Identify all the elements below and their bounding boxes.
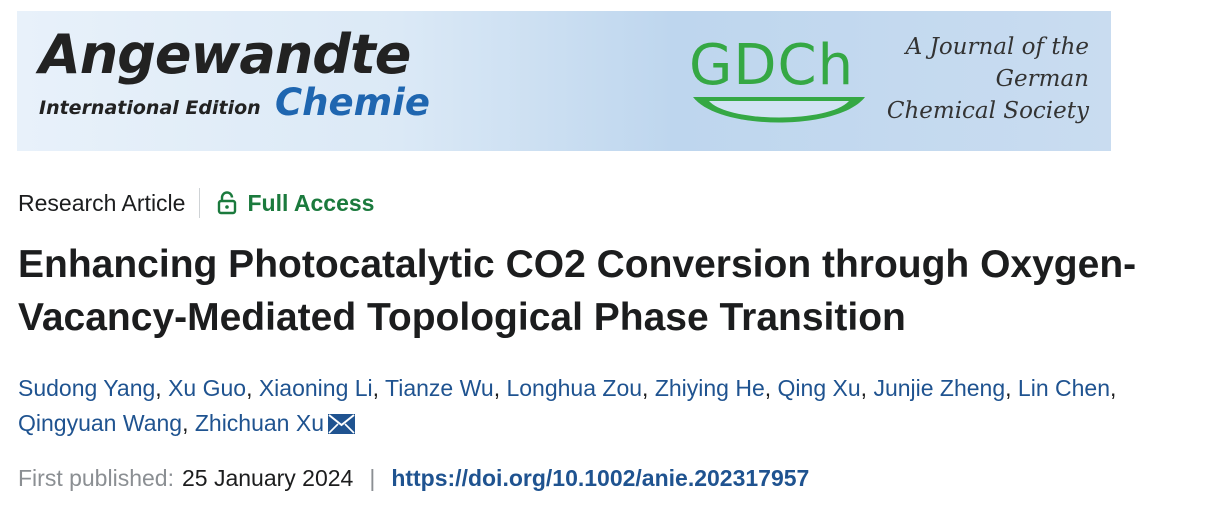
gdch-arc-icon	[693, 97, 865, 123]
publication-separator: |	[369, 465, 376, 491]
author-separator: ,	[372, 375, 380, 401]
journal-logo-subtitle: International Edition	[39, 97, 261, 119]
lock-open-icon	[217, 191, 237, 215]
author-link[interactable]: Longhua Zou	[506, 375, 643, 401]
society-tagline-line: A Journal of the	[905, 34, 1089, 60]
gdch-logo: GDCh	[689, 33, 869, 133]
author-link[interactable]: Qingyuan Wang	[18, 410, 183, 436]
meta-divider	[199, 188, 201, 218]
envelope-icon[interactable]	[328, 409, 355, 444]
author-link[interactable]: Zhichuan Xu	[194, 410, 324, 436]
journal-banner[interactable]: Angewandte International Edition Chemie …	[17, 11, 1111, 151]
author-link[interactable]: Xu Guo	[168, 375, 247, 401]
article-title: Enhancing Photocatalytic CO2 Conversion …	[18, 243, 1137, 339]
author-separator: ,	[182, 410, 189, 436]
author-separator: ,	[764, 375, 772, 401]
article-meta-row: Research Article Full Access	[18, 186, 374, 220]
author-separator: ,	[493, 375, 501, 401]
author-list: Sudong Yang, Xu Guo, Xiaoning Li, Tianze…	[18, 371, 1208, 444]
gdch-logo-text: GDCh	[689, 33, 855, 98]
author-link[interactable]: Sudong Yang	[18, 375, 156, 401]
author-separator: ,	[642, 375, 649, 401]
doi-link[interactable]: https://doi.org/10.1002/anie.202317957	[391, 465, 810, 491]
access-status-label: Full Access	[247, 189, 375, 216]
author-separator: ,	[246, 375, 253, 401]
author-separator: ,	[860, 375, 868, 401]
author-link[interactable]: Lin Chen	[1017, 375, 1110, 401]
author-separator: ,	[1005, 375, 1012, 401]
society-tagline: A Journal of the German Chemical Society	[887, 31, 1089, 127]
publication-info: First published: 25 January 2024 | https…	[18, 465, 809, 492]
article-type-label: Research Article	[18, 189, 186, 216]
first-published-label: First published:	[18, 465, 174, 491]
author-separator: ,	[1110, 375, 1117, 401]
author-link[interactable]: Junjie Zheng	[873, 375, 1006, 401]
author-link[interactable]: Xiaoning Li	[258, 375, 373, 401]
society-tagline-line: Chemical Society	[886, 98, 1089, 124]
author-link[interactable]: Tianze Wu	[385, 375, 494, 401]
author-separator: ,	[155, 375, 162, 401]
journal-logo-chemie: Chemie	[275, 81, 430, 124]
author-link[interactable]: Qing Xu	[777, 375, 861, 401]
publication-date: 25 January 2024	[181, 465, 354, 491]
journal-logo-title: Angewandte	[39, 23, 411, 86]
society-tagline-line: German	[995, 66, 1089, 92]
author-link[interactable]: Zhiying He	[654, 375, 765, 401]
